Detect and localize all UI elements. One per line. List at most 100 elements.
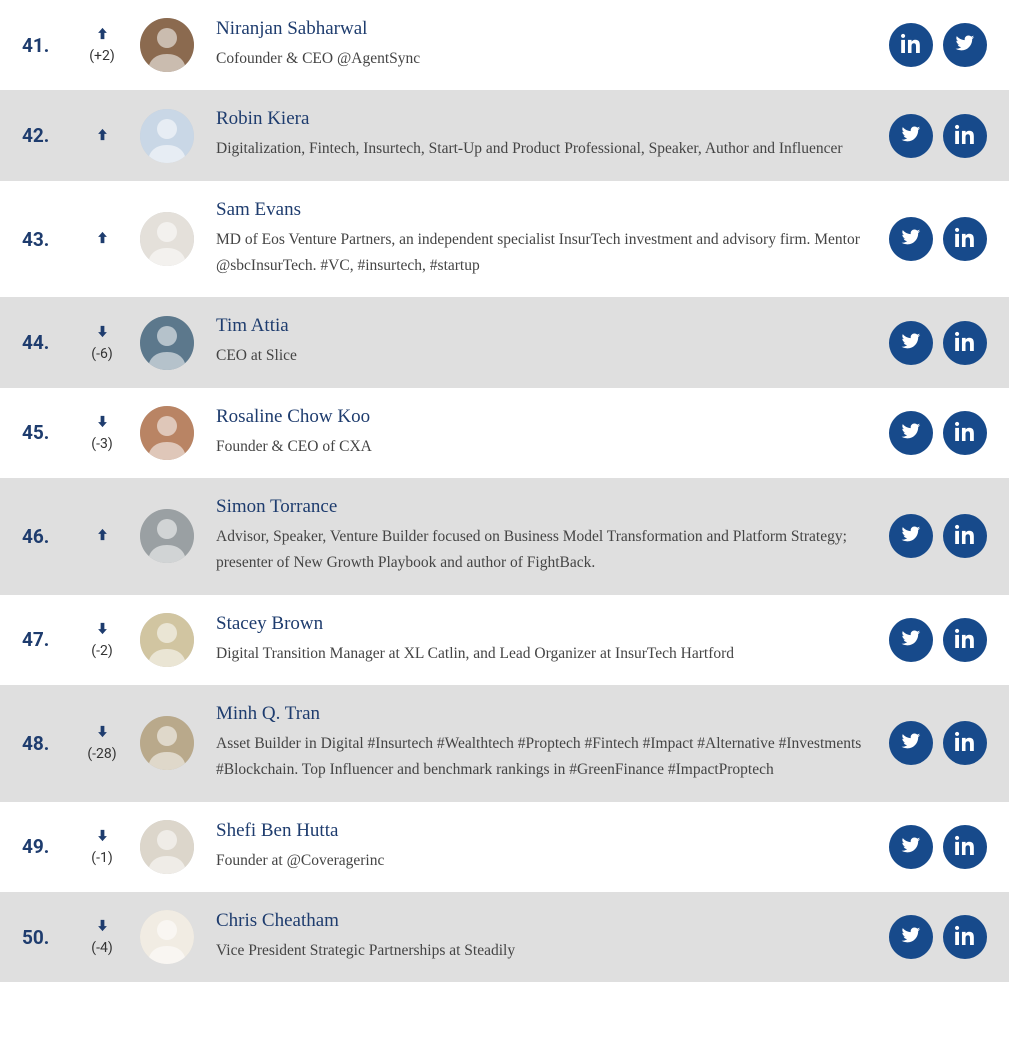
info-col: Robin Kiera Digitalization, Fintech, Insu… xyxy=(202,108,889,162)
person-name-link[interactable]: Chris Cheatham xyxy=(216,910,875,932)
avatar[interactable] xyxy=(140,716,194,770)
linkedin-button[interactable] xyxy=(943,114,987,158)
avatar[interactable] xyxy=(140,613,194,667)
twitter-button[interactable] xyxy=(943,23,987,67)
arrow-down-icon xyxy=(95,724,110,742)
linkedin-button[interactable] xyxy=(943,411,987,455)
person-name-link[interactable]: Shefi Ben Hutta xyxy=(216,820,875,842)
trend-delta: (-28) xyxy=(87,746,116,762)
ranking-row: 43. Sam EvansMD of Eos Venture Partners, … xyxy=(0,181,1009,298)
avatar[interactable] xyxy=(140,109,194,163)
person-bio: Asset Builder in Digital #Insurtech #Wea… xyxy=(216,731,875,784)
twitter-icon xyxy=(901,227,921,251)
trend-col: (-6) xyxy=(72,324,132,362)
linkedin-icon xyxy=(955,227,975,251)
info-col: Shefi Ben Hutta Founder at @Coveragerinc xyxy=(202,820,889,874)
info-col: Chris Cheatham Vice President Strategic P… xyxy=(202,910,889,964)
linkedin-icon xyxy=(955,835,975,859)
avatar[interactable] xyxy=(140,910,194,964)
info-col: Niranjan SabharwalCofounder & CEO @Agent… xyxy=(202,18,889,72)
person-name-link[interactable]: Minh Q. Tran xyxy=(216,703,875,725)
twitter-icon xyxy=(901,124,921,148)
twitter-button[interactable] xyxy=(889,514,933,558)
twitter-icon xyxy=(901,331,921,355)
linkedin-button[interactable] xyxy=(943,721,987,765)
person-bio: Founder at @Coveragerinc xyxy=(216,848,875,874)
twitter-icon xyxy=(901,524,921,548)
twitter-icon xyxy=(955,33,975,57)
rank-number: 45. xyxy=(22,421,49,444)
linkedin-button[interactable] xyxy=(943,321,987,365)
social-col xyxy=(889,114,987,158)
linkedin-button[interactable] xyxy=(889,23,933,67)
avatar-col xyxy=(132,18,202,72)
avatar-col xyxy=(132,212,202,266)
ranking-row: 41. (+2) Niranjan SabharwalCofounder & CEO… xyxy=(0,0,1009,90)
trend-delta: (+2) xyxy=(89,48,114,64)
twitter-button[interactable] xyxy=(889,411,933,455)
rank-number: 49. xyxy=(22,835,49,858)
twitter-icon xyxy=(901,628,921,652)
rank-col: 44. xyxy=(22,331,72,354)
person-bio: Vice President Strategic Partnerships at… xyxy=(216,938,875,964)
person-bio: Advisor, Speaker, Venture Builder focuse… xyxy=(216,524,875,577)
trend-delta: (-2) xyxy=(91,643,112,659)
social-col xyxy=(889,217,987,261)
avatar[interactable] xyxy=(140,406,194,460)
linkedin-icon xyxy=(955,124,975,148)
twitter-button[interactable] xyxy=(889,217,933,261)
linkedin-icon xyxy=(955,628,975,652)
avatar[interactable] xyxy=(140,509,194,563)
person-name-link[interactable]: Stacey Brown xyxy=(216,613,875,635)
person-bio: Digitalization, Fintech, Insurtech, Star… xyxy=(216,136,875,162)
info-col: Sam EvansMD of Eos Venture Partners, an … xyxy=(202,199,889,280)
rank-col: 41. xyxy=(22,34,72,57)
avatar[interactable] xyxy=(140,18,194,72)
person-name-link[interactable]: Niranjan Sabharwal xyxy=(216,18,875,40)
person-name-link[interactable]: Tim Attia xyxy=(216,315,875,337)
rank-number: 41. xyxy=(22,34,49,57)
ranking-list: 41. (+2) Niranjan SabharwalCofounder & CEO… xyxy=(0,0,1009,982)
linkedin-icon xyxy=(955,925,975,949)
avatar[interactable] xyxy=(140,212,194,266)
person-name-link[interactable]: Sam Evans xyxy=(216,199,875,221)
linkedin-icon xyxy=(955,524,975,548)
rank-col: 50. xyxy=(22,926,72,949)
ranking-row: 47.(-2)Stacey BrownDigital Transition Ma… xyxy=(0,595,1009,685)
rank-number: 48. xyxy=(22,732,49,755)
linkedin-button[interactable] xyxy=(943,825,987,869)
twitter-icon xyxy=(901,421,921,445)
social-col xyxy=(889,23,987,67)
rank-col: 43. xyxy=(22,228,72,251)
social-col xyxy=(889,915,987,959)
linkedin-button[interactable] xyxy=(943,514,987,558)
rank-col: 49. xyxy=(22,835,72,858)
trend-col xyxy=(72,527,132,545)
twitter-button[interactable] xyxy=(889,915,933,959)
ranking-row: 42.Robin KieraDigitalization, Fintech, I… xyxy=(0,90,1009,180)
twitter-button[interactable] xyxy=(889,618,933,662)
person-name-link[interactable]: Simon Torrance xyxy=(216,496,875,518)
social-col xyxy=(889,721,987,765)
linkedin-icon xyxy=(901,33,921,57)
person-name-link[interactable]: Rosaline Chow Koo xyxy=(216,406,875,428)
linkedin-button[interactable] xyxy=(943,217,987,261)
linkedin-button[interactable] xyxy=(943,618,987,662)
avatar[interactable] xyxy=(140,316,194,370)
person-name-link[interactable]: Robin Kiera xyxy=(216,108,875,130)
trend-col: (-1) xyxy=(72,828,132,866)
info-col: Tim AttiaCEO at Slice xyxy=(202,315,889,369)
linkedin-button[interactable] xyxy=(943,915,987,959)
twitter-button[interactable] xyxy=(889,321,933,365)
arrow-down-icon xyxy=(95,828,110,846)
twitter-button[interactable] xyxy=(889,114,933,158)
twitter-button[interactable] xyxy=(889,721,933,765)
avatar[interactable] xyxy=(140,820,194,874)
twitter-button[interactable] xyxy=(889,825,933,869)
avatar-col xyxy=(132,109,202,163)
trend-col xyxy=(72,230,132,248)
ranking-row: 46.Simon TorranceAdvisor, Speaker, Ventu… xyxy=(0,478,1009,595)
avatar-col xyxy=(132,613,202,667)
social-col xyxy=(889,411,987,455)
info-col: Stacey BrownDigital Transition Manager a… xyxy=(202,613,889,667)
